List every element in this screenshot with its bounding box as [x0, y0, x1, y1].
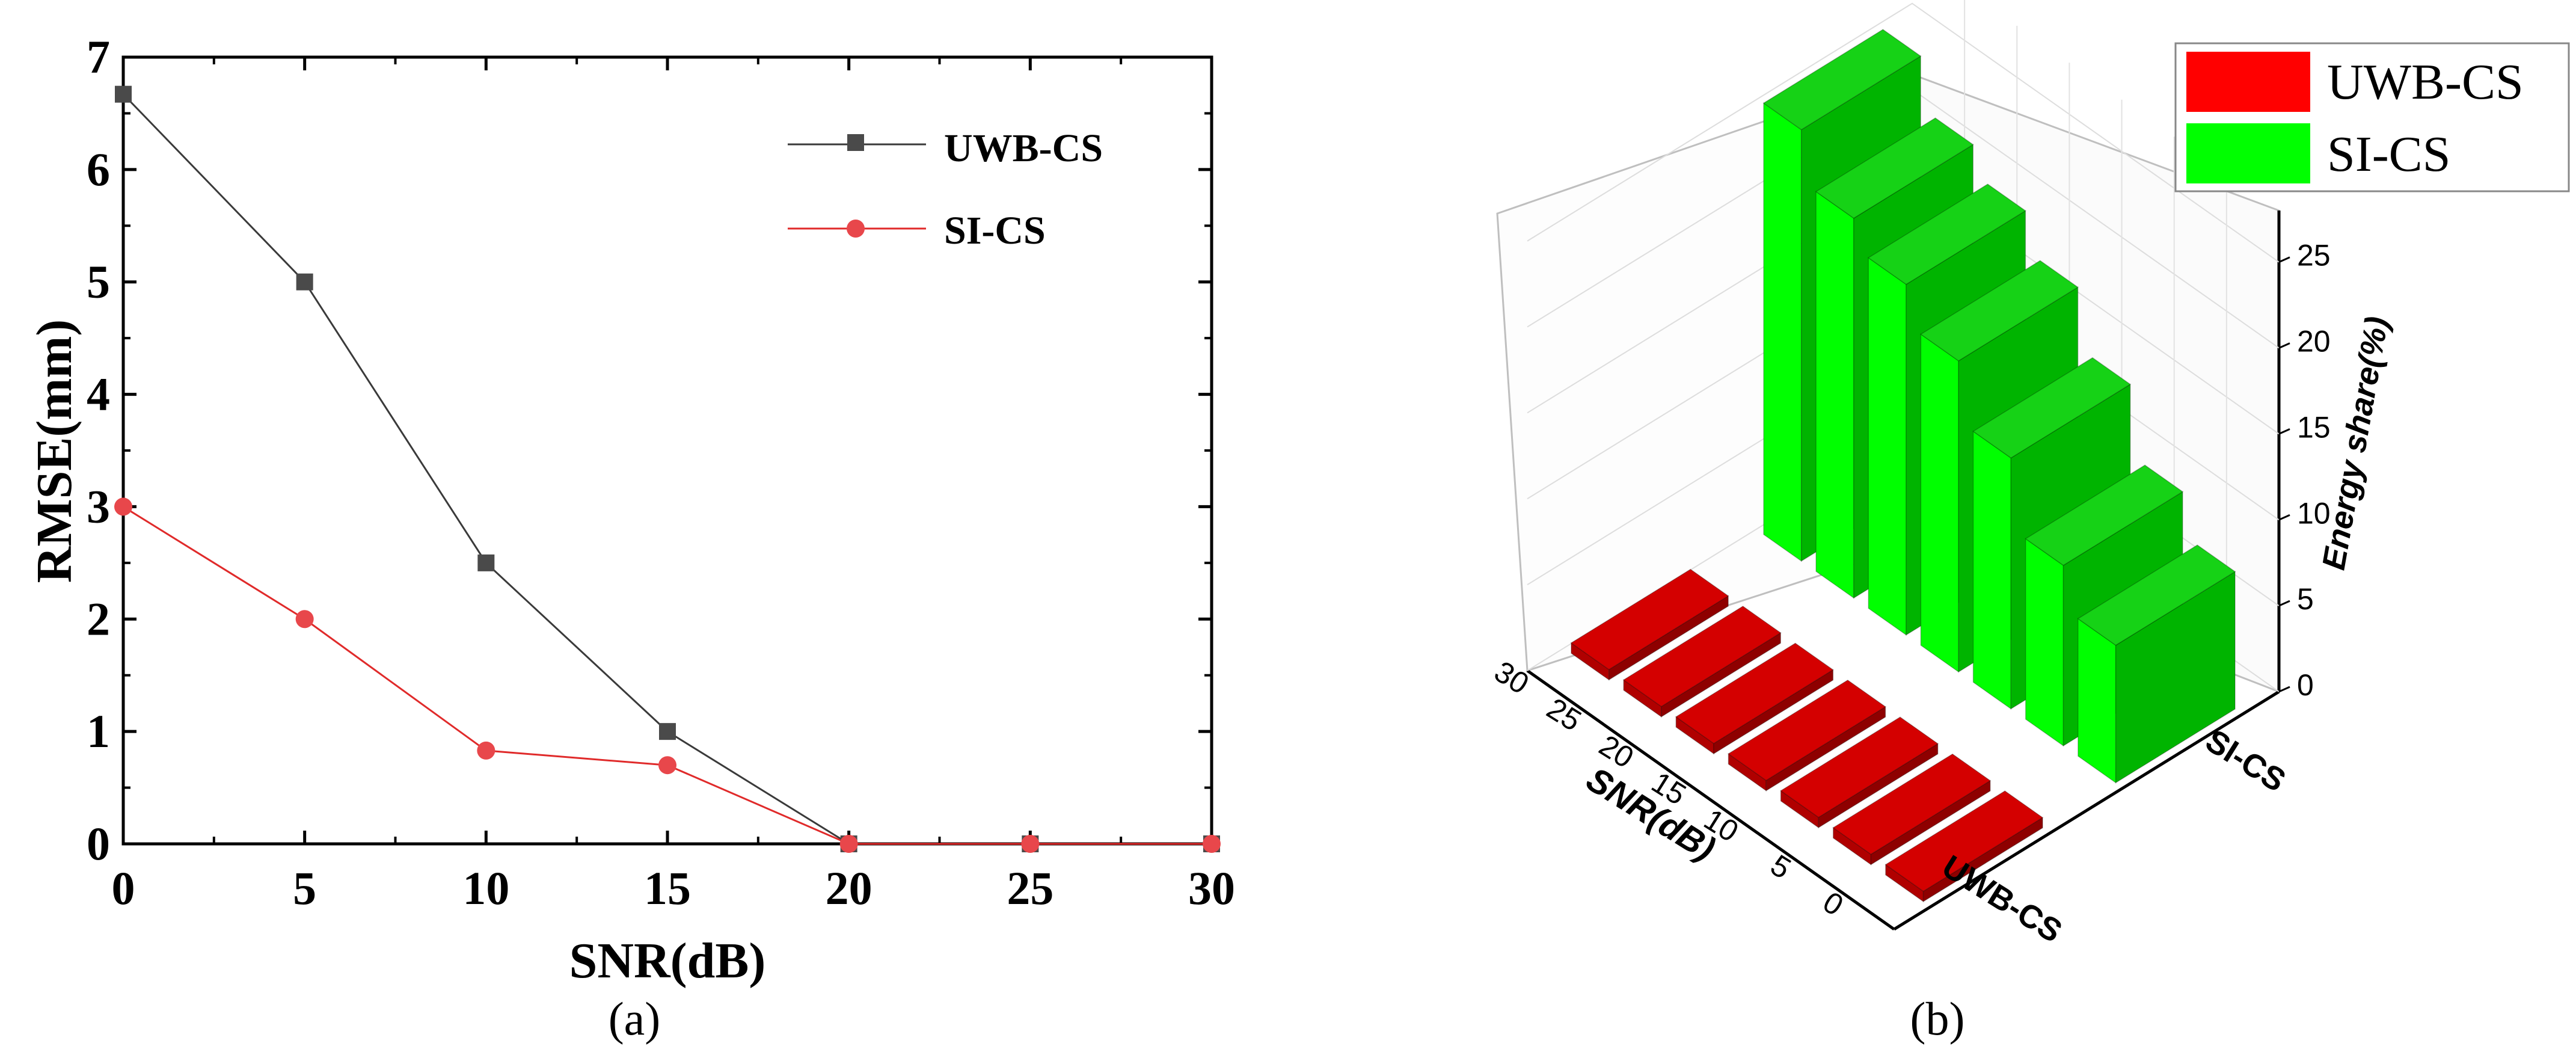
bar-front-si-cs	[1868, 257, 1907, 636]
bar-top-si-cs	[2025, 464, 2184, 566]
bar-top-si-cs	[1815, 117, 1974, 219]
snr-tick-label: 25	[1541, 692, 1587, 738]
z-tick-label: 0	[2297, 668, 2314, 702]
y-tick-label: 5	[87, 256, 110, 308]
legend-uwb-cs-text: UWB-CS	[2327, 54, 2524, 110]
data-point-uwb-cs	[477, 554, 495, 571]
y-tick-label: 2	[87, 592, 110, 645]
bar-front-si-cs	[1763, 102, 1802, 562]
data-point-si-cs	[1203, 835, 1221, 853]
bar-top-uwb-cs	[1622, 606, 1782, 707]
bar-top-uwb-cs	[1780, 716, 1939, 818]
y-tick-label: 0	[87, 817, 110, 870]
y-tick-label: 3	[87, 480, 110, 532]
panel-a-y-axis-label: RMSE(mm)	[26, 319, 82, 583]
z-tick-mark	[2278, 428, 2290, 435]
x-tick-label: 5	[293, 862, 316, 914]
bar-front-si-cs	[2025, 538, 2064, 747]
data-point-si-cs	[477, 741, 495, 760]
panel-a-series	[114, 85, 1221, 853]
z-tick-label: 5	[2297, 582, 2314, 616]
bar-front-si-cs	[2078, 618, 2117, 784]
z-tick-label: 25	[2297, 239, 2331, 272]
x-tick-label: 15	[644, 862, 691, 914]
z-tick-mark	[2278, 514, 2290, 521]
z-tick-label: 15	[2297, 410, 2331, 444]
z-tick-mark	[2278, 256, 2290, 263]
panel-a-legend: UWB-CS SI-CS	[788, 126, 1103, 253]
z-gridline	[1527, 2, 2280, 263]
bar-top-uwb-cs	[1570, 568, 1729, 671]
bar-front-si-cs	[1972, 430, 2012, 710]
bar-top-uwb-cs	[1675, 642, 1834, 744]
bar-top-si-cs	[1920, 260, 2079, 361]
panel-b-caption: (b)	[1910, 992, 1965, 1045]
bar-front-si-cs	[1920, 333, 1959, 673]
series-line-si-cs	[123, 506, 1212, 845]
y-tick-label: 4	[87, 368, 110, 420]
data-point-si-cs	[839, 835, 858, 853]
panel-a-x-ticks: 0 5 10 15 20 25 30	[112, 57, 1235, 914]
panel-b-group-label-si-cs: SI-CS	[2200, 722, 2292, 799]
bar-top-si-cs	[1972, 357, 2132, 459]
panel-b-z-ticks: 0 5 10 15 20 25	[2278, 239, 2331, 702]
data-point-uwb-cs	[659, 723, 676, 740]
z-tick-label: 10	[2297, 496, 2331, 530]
y-tick-label: 6	[87, 143, 110, 195]
bar-top-uwb-cs	[1832, 753, 1992, 855]
y-tick-label: 1	[87, 705, 110, 757]
data-point-uwb-cs	[296, 273, 313, 291]
legend-uwb-cs-label: UWB-CS	[944, 126, 1103, 170]
panel-b-bars	[1570, 29, 2236, 903]
legend-si-cs-marker	[847, 220, 865, 238]
bar-top-si-cs	[1867, 183, 2026, 285]
snr-tick-label: 5	[1765, 848, 1797, 885]
bar-top-uwb-cs	[1884, 790, 2044, 892]
bar-top-si-cs	[2077, 544, 2236, 646]
z-tick-mark	[2278, 686, 2290, 693]
panel-a-x-axis-label: SNR(dB)	[569, 933, 766, 989]
legend-si-cs-text: SI-CS	[2327, 126, 2450, 182]
data-point-si-cs	[114, 497, 132, 516]
panel-b-x-axis-label: SNR(dB)	[1580, 760, 1722, 869]
data-point-uwb-cs	[115, 85, 132, 103]
bar-front-si-cs	[1815, 191, 1854, 599]
snr-tick-label: 0	[1817, 885, 1849, 922]
bar-top-uwb-cs	[1728, 679, 1886, 781]
legend-si-cs-label: SI-CS	[944, 209, 1046, 253]
x-tick-label: 25	[1007, 862, 1053, 914]
x-tick-label: 0	[112, 862, 135, 914]
panel-a-line-chart: 0 1 2 3 4 5 6 7 0 5 10 15 20 25 30 RMSE(mm) SNR(dB) (…	[26, 31, 1235, 1045]
z-tick-label: 20	[2297, 325, 2331, 358]
legend-uwb-cs-swatch	[2186, 52, 2310, 112]
y-tick-label: 7	[87, 31, 110, 83]
bar-top-si-cs	[1762, 29, 1922, 131]
z-tick-mark	[2278, 600, 2290, 607]
x-tick-label: 30	[1188, 862, 1235, 914]
z-tick-mark	[2278, 342, 2290, 349]
data-point-si-cs	[658, 756, 676, 775]
legend-uwb-cs-marker	[847, 134, 864, 151]
legend-si-cs-swatch	[2186, 123, 2310, 183]
x-tick-label: 20	[826, 862, 872, 914]
panel-b-legend: UWB-CS SI-CS	[2174, 42, 2570, 192]
panel-a-caption: (a)	[609, 992, 661, 1045]
data-point-si-cs	[295, 610, 314, 629]
data-point-si-cs	[1021, 835, 1040, 853]
x-tick-label: 10	[462, 862, 509, 914]
